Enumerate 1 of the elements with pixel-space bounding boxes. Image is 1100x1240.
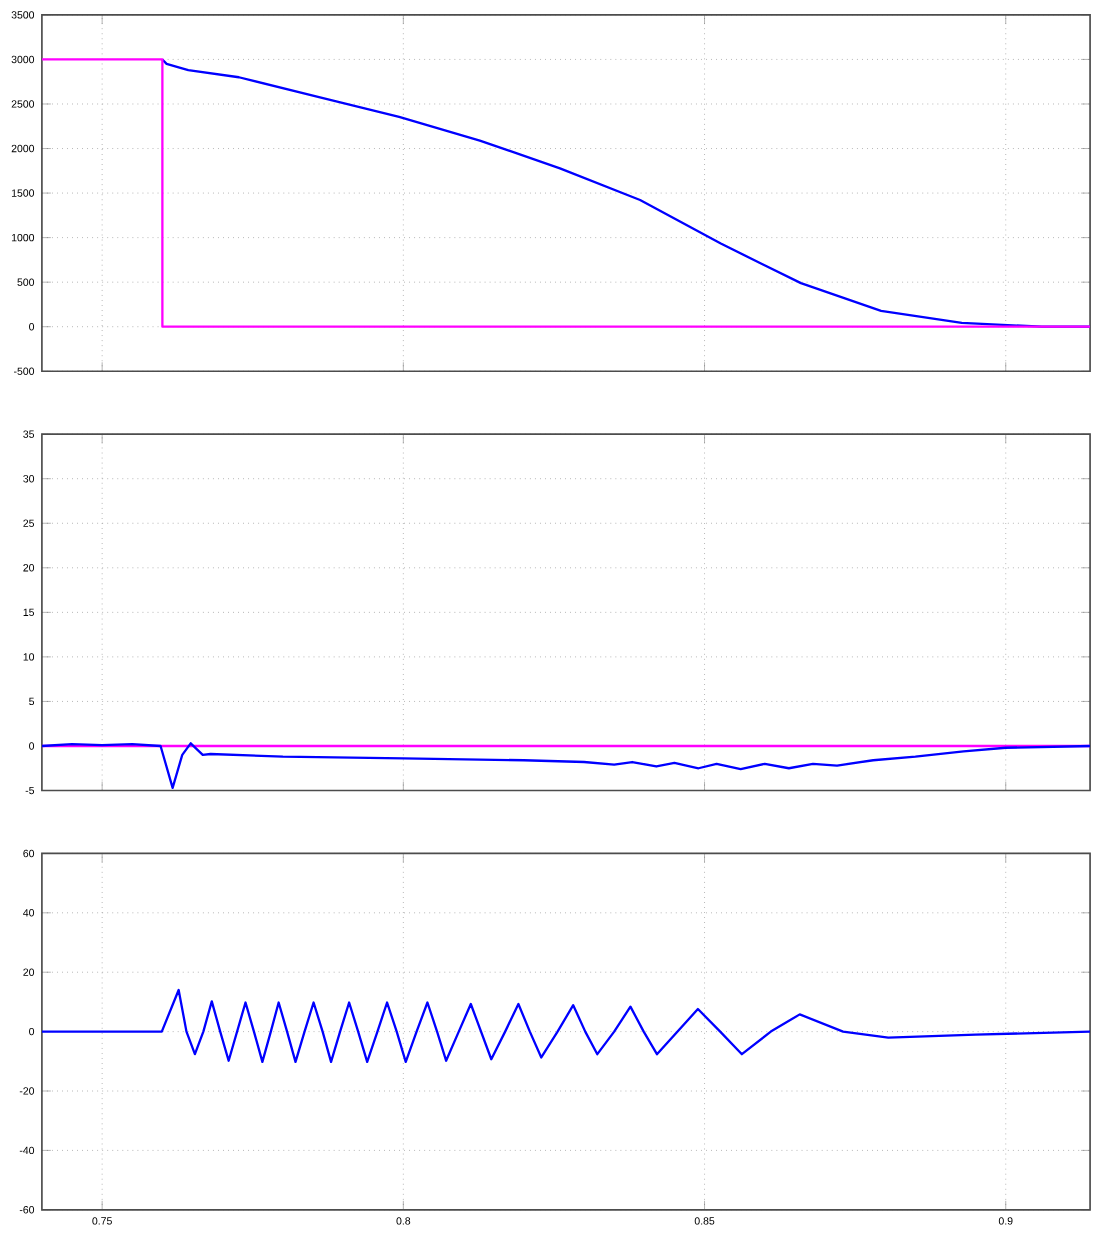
line-series — [42, 742, 1091, 790]
